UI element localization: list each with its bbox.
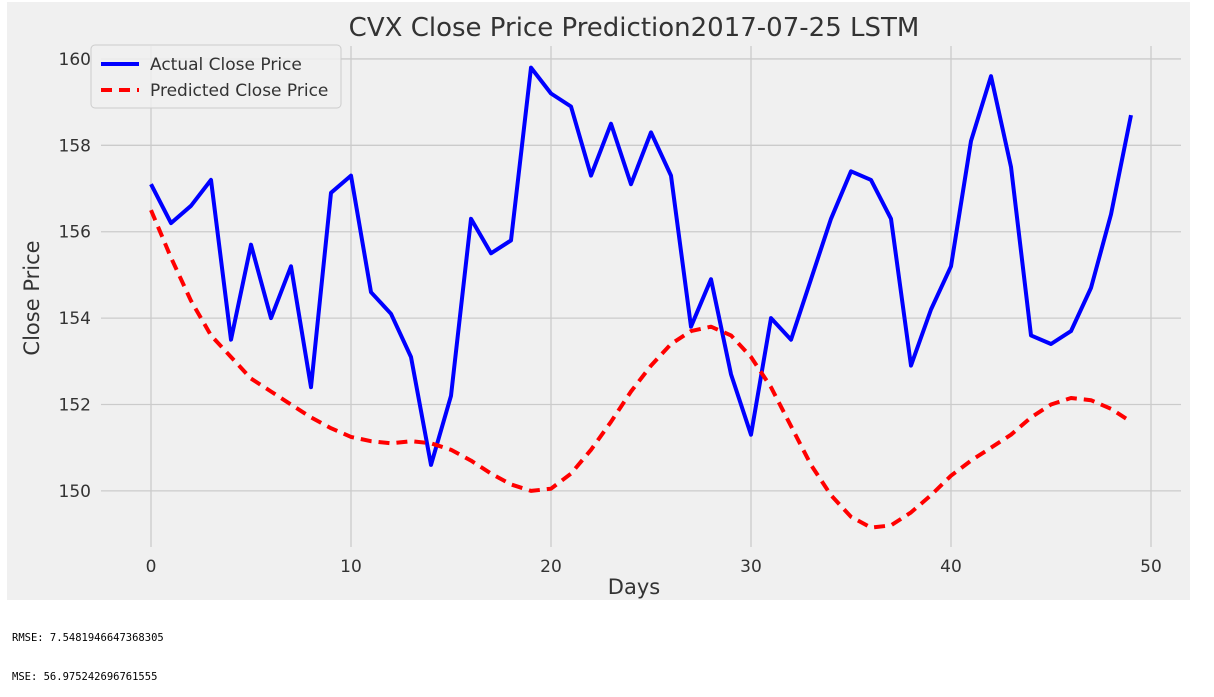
y-tick-label: 160 — [59, 50, 91, 70]
legend-box — [90, 44, 342, 109]
x-tick-label: 20 — [540, 557, 562, 577]
x-tick-label: 30 — [740, 557, 762, 577]
y-tick-label: 158 — [59, 136, 91, 156]
legend-label-actual: Actual Close Price — [150, 55, 302, 75]
x-tick-label: 0 — [146, 557, 157, 577]
y-tick-label: 152 — [59, 395, 91, 415]
mse-text: MSE: 56.975242696761555 — [12, 671, 158, 683]
metrics-output: RMSE: 7.5481946647368305 MSE: 56.9752426… — [12, 606, 164, 697]
y-tick-label: 154 — [59, 309, 91, 329]
legend-label-predicted: Predicted Close Price — [150, 81, 328, 101]
tick-labels: 0 10 20 30 40 50 150 152 154 156 158 160 — [59, 50, 1162, 577]
y-tick-label: 150 — [59, 482, 91, 502]
x-axis-label: Days — [608, 575, 660, 599]
chart-title: CVX Close Price Prediction2017-07-25 LST… — [349, 13, 920, 43]
x-tick-label: 50 — [1140, 557, 1162, 577]
series-layer — [149, 65, 1133, 530]
rmse-text: RMSE: 7.5481946647368305 — [12, 632, 164, 644]
chart: 0 10 20 30 40 50 150 152 154 156 158 160 CVX Close … — [7, 2, 1190, 600]
y-tick-label: 156 — [59, 223, 91, 243]
legend: Actual Close Price Predicted Close Price — [90, 44, 342, 109]
actual-close-price-line — [149, 65, 1133, 467]
grid — [101, 46, 1181, 547]
y-axis-label: Close Price — [20, 240, 44, 355]
predicted-close-price-line — [149, 209, 1133, 530]
x-tick-label: 10 — [340, 557, 362, 577]
x-tick-label: 40 — [940, 557, 962, 577]
